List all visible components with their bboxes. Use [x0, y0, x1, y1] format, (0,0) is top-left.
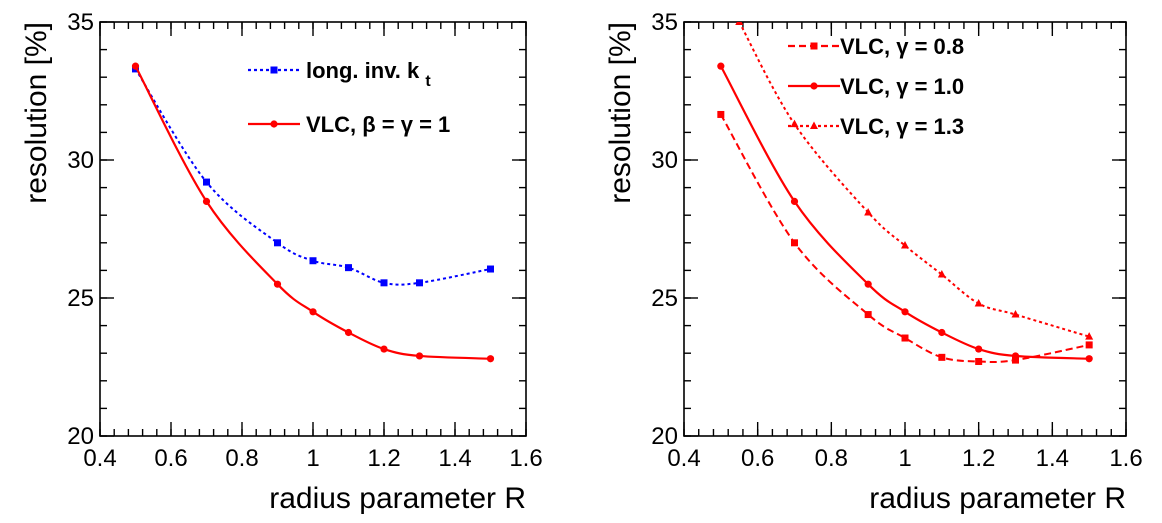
data-point [975, 357, 983, 365]
series-2 [131, 62, 495, 363]
data-point [901, 308, 909, 316]
data-point [416, 279, 423, 287]
data-point [380, 345, 388, 353]
x-axis-title: radius parameter R [269, 482, 526, 515]
legend-marker [810, 121, 818, 129]
x-tick-label: 1 [898, 445, 911, 472]
data-point [975, 345, 983, 353]
series-2 [717, 62, 1093, 363]
data-point [380, 279, 388, 287]
x-axis-title: radius parameter R [869, 482, 1126, 515]
data-point [974, 299, 983, 307]
data-point [937, 270, 946, 278]
y-tick-label: 20 [67, 423, 94, 450]
data-point [486, 355, 495, 363]
series-line [738, 22, 1090, 338]
x-tick-label: 0.6 [154, 445, 187, 472]
data-point [274, 239, 281, 247]
legend-marker [270, 120, 278, 128]
legend-label: VLC, γ = 1.3 [840, 114, 964, 139]
data-point [790, 197, 799, 205]
data-point [1011, 352, 1020, 360]
data-point [901, 334, 909, 342]
x-tick-label: 0.4 [83, 445, 116, 472]
data-point [717, 62, 725, 70]
data-point [273, 280, 282, 288]
data-point [203, 178, 210, 186]
x-tick-label: 1.4 [1036, 445, 1069, 472]
data-point [1085, 355, 1093, 363]
chart-panel-2: 0.4 0.6 0.8 1 1.2 1.4 1.6 20 25 30 35 radius parame… [604, 9, 1143, 515]
y-tick-label: 25 [67, 285, 94, 312]
legend-marker [270, 66, 278, 74]
data-point [901, 241, 909, 249]
y-tick-label: 35 [67, 9, 94, 36]
x-tick-label: 1.6 [509, 445, 542, 472]
x-tick-label: 1.2 [962, 445, 995, 472]
data-point [309, 308, 317, 316]
legend-label: long. inv. k t [306, 58, 431, 90]
data-point [487, 265, 494, 273]
data-point [864, 311, 872, 319]
series-line [134, 68, 491, 286]
data-point [717, 110, 725, 118]
data-point [1085, 341, 1093, 349]
x-tick-label: 1.4 [438, 445, 471, 472]
data-point [131, 62, 140, 70]
data-point [938, 353, 946, 361]
plot-frame [99, 21, 527, 437]
data-point [309, 257, 317, 265]
x-tick-label: 0.6 [741, 445, 774, 472]
data-point [864, 207, 873, 216]
data-point [938, 328, 946, 337]
x-tick-label: 1 [306, 445, 319, 472]
legend-subscript: t [425, 73, 431, 90]
chart-panel-1: 0.4 0.6 0.8 1 1.2 1.4 1.6 20 25 30 35 radius parame… [20, 9, 543, 515]
y-tick-label: 20 [651, 423, 678, 450]
legend-marker [810, 82, 818, 90]
series-line [719, 113, 1090, 363]
legend-label: VLC, γ = 0.8 [840, 34, 964, 59]
data-point [1012, 356, 1019, 364]
y-tick-label: 30 [651, 147, 678, 174]
y-tick-label: 25 [651, 285, 678, 312]
data-point [202, 197, 211, 205]
y-tick-label: 35 [651, 9, 678, 36]
data-point [1085, 332, 1094, 340]
x-tick-label: 0.8 [225, 445, 258, 472]
series-1 [132, 65, 494, 287]
series-1 [717, 110, 1093, 365]
data-point [735, 22, 744, 25]
y-axis-title: resolution [%] [20, 22, 53, 204]
y-axis-title: resolution [%] [604, 22, 637, 204]
legend-label: VLC, β = γ = 1 [306, 112, 450, 137]
x-tick-label: 1.6 [1109, 445, 1142, 472]
data-point [344, 328, 353, 337]
x-tick-label: 0.8 [815, 445, 848, 472]
x-tick-label: 1.2 [367, 445, 400, 472]
legend-label: VLC, γ = 1.0 [840, 74, 964, 99]
y-tick-label: 30 [67, 147, 94, 174]
data-point [864, 280, 872, 288]
data-point [415, 352, 424, 360]
data-point [345, 264, 352, 272]
series-3 [735, 22, 1094, 340]
data-point [791, 239, 798, 247]
data-point [1011, 310, 1020, 318]
x-tick-label: 0.4 [667, 445, 700, 472]
legend-marker [810, 42, 818, 50]
